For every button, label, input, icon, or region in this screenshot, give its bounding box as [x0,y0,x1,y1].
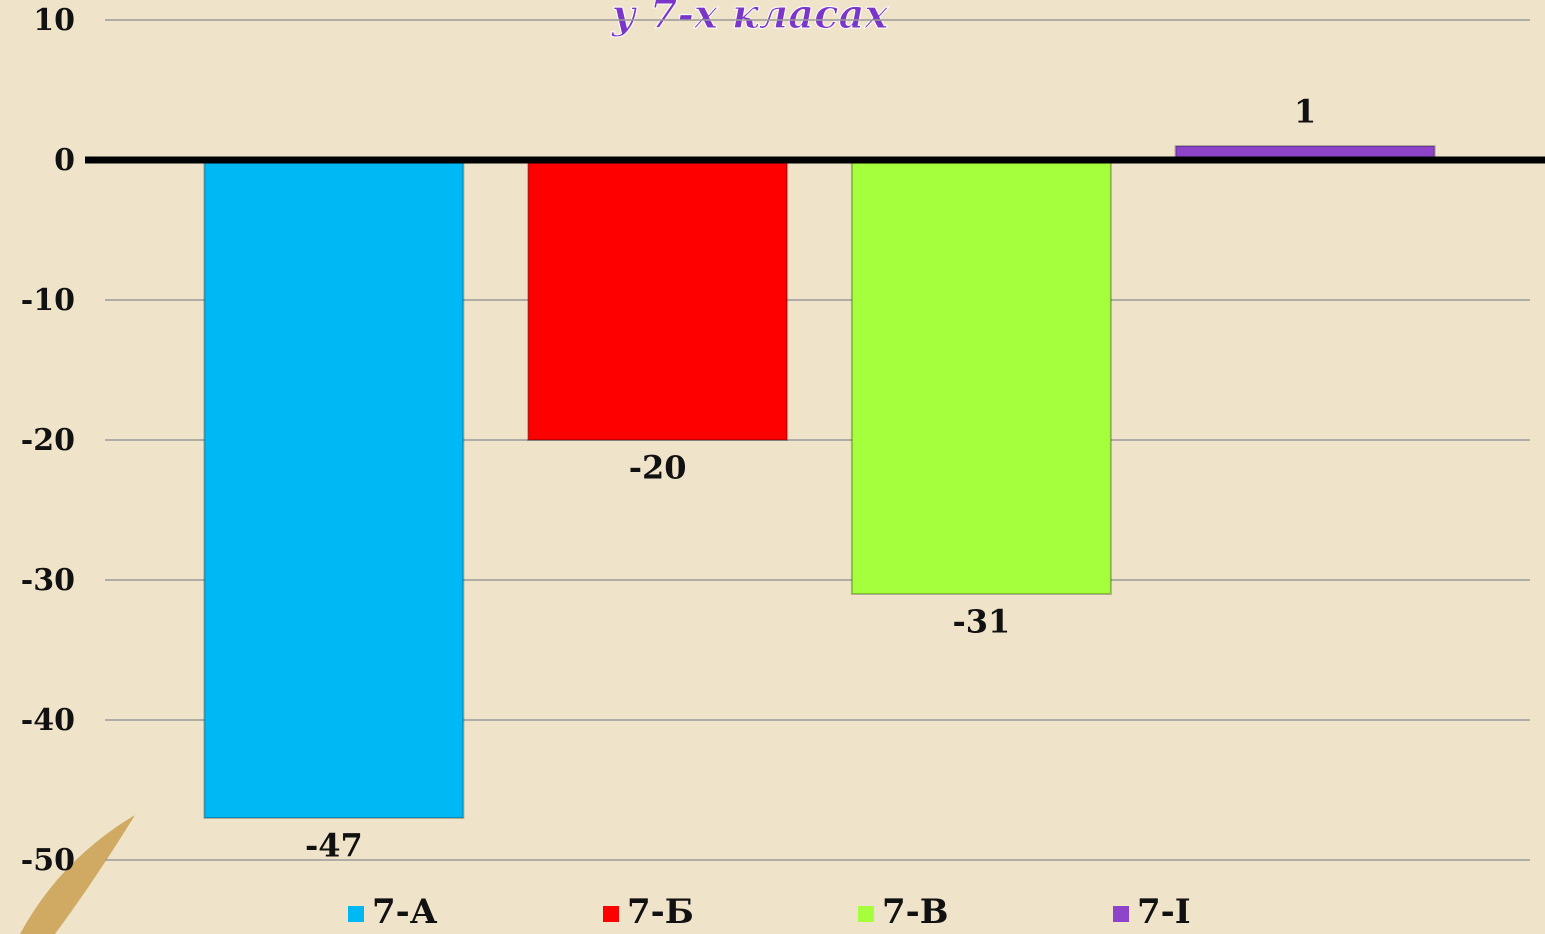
y-tick-label: 10 [33,3,75,38]
y-tick-label: -20 [21,423,75,458]
data-label: -31 [952,603,1010,641]
y-tick-label: 0 [54,143,75,178]
legend-label: 7-Б [627,892,694,932]
data-label: -47 [305,827,363,865]
legend-marker [348,906,364,922]
data-label: -20 [629,449,687,487]
y-tick-label: -40 [21,703,75,738]
legend-marker [1113,906,1129,922]
feather-decoration [20,815,135,934]
bar [203,159,465,819]
y-tick-label: -30 [21,563,75,598]
y-tick-label: -10 [21,283,75,318]
legend-marker [858,906,874,922]
y-tick-label: -50 [21,843,75,878]
legend-label: 7-В [882,892,949,932]
data-label: 1 [1294,93,1316,131]
legend-label: 7-І [1137,892,1191,932]
legend-label: 7-А [372,892,438,932]
bar [850,159,1112,595]
legend-marker [603,906,619,922]
bar [527,159,789,441]
chart-title: у 7-х класах [611,0,890,38]
